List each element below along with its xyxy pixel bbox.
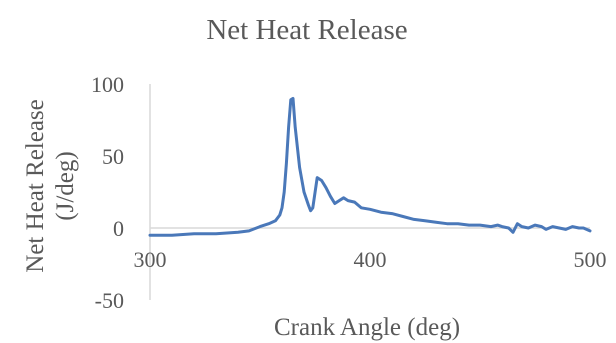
y-axis-label-line-2: (J/deg) <box>52 151 79 220</box>
x-tick-label: 300 <box>134 247 167 272</box>
y-tick-label: 50 <box>102 144 124 169</box>
x-tick-label: 500 <box>574 247 607 272</box>
y-axis-label: Net Heat Release (J/deg) <box>22 99 79 273</box>
y-tick-label: 0 <box>113 216 124 241</box>
y-tick-label: -50 <box>95 288 124 313</box>
x-axis-label: Crank Angle (deg) <box>274 314 460 341</box>
y-axis-label-line-1: Net Heat Release <box>22 99 49 273</box>
chart-title: Net Heat Release <box>206 14 407 46</box>
series-line <box>148 96 592 237</box>
tick-labels: -50 0 50 100 300 400 500 <box>91 72 607 313</box>
y-tick-label: 100 <box>91 72 124 97</box>
series-group <box>148 96 592 237</box>
x-tick-label: 400 <box>354 247 387 272</box>
